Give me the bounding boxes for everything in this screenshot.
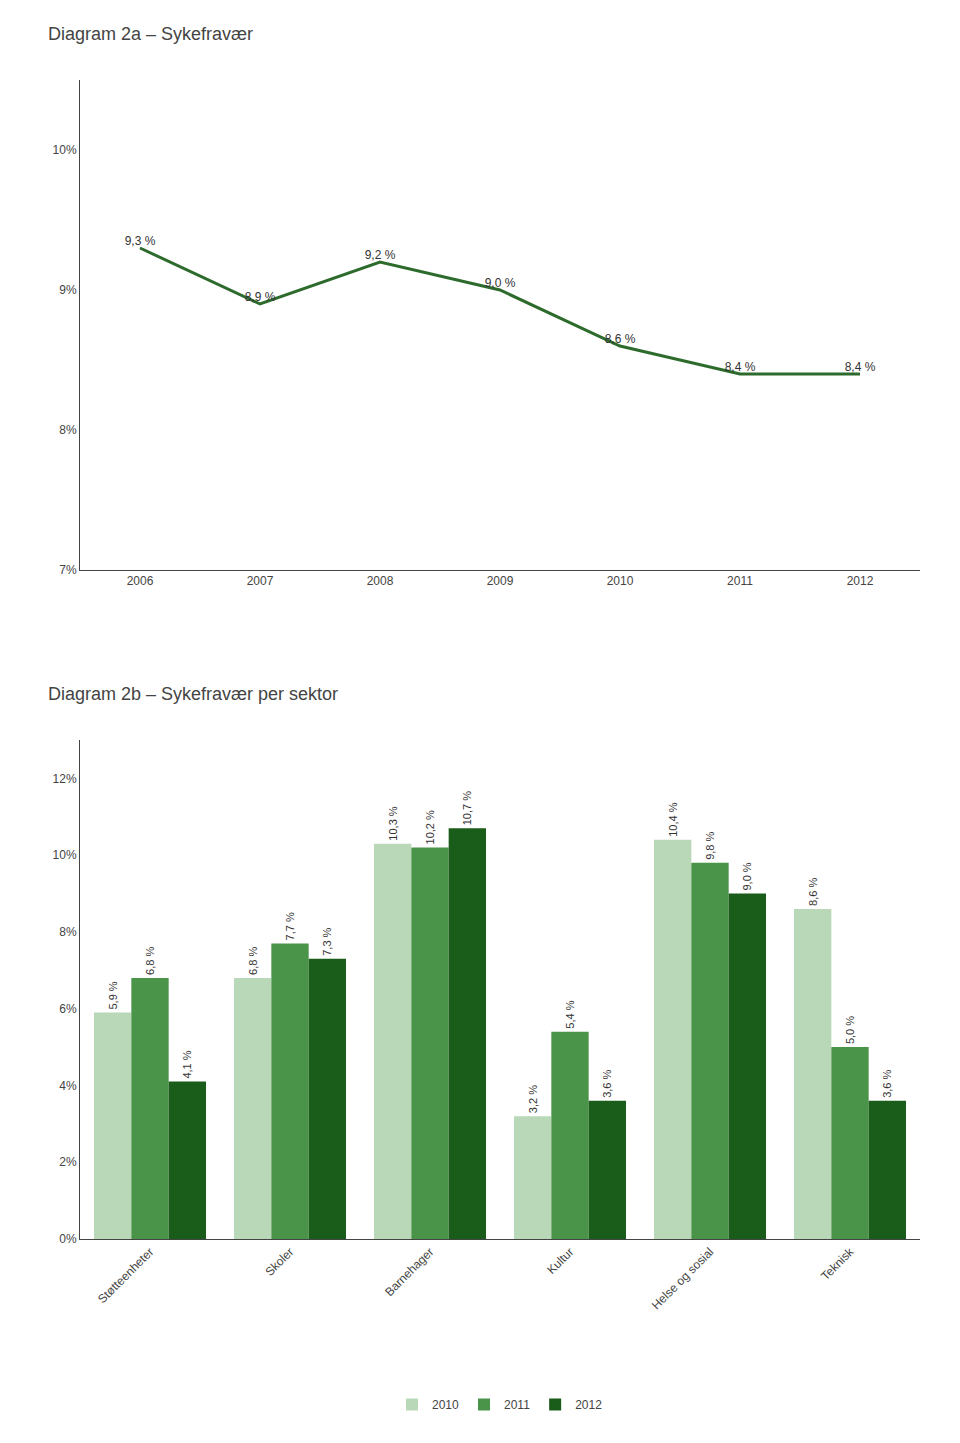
svg-text:7%: 7% bbox=[59, 563, 77, 577]
svg-text:Diagram 2b – Sykefravær per se: Diagram 2b – Sykefravær per sektor bbox=[48, 684, 338, 704]
svg-text:8%: 8% bbox=[59, 423, 77, 437]
svg-text:6,8 %: 6,8 % bbox=[144, 947, 156, 975]
svg-text:3,6 %: 3,6 % bbox=[601, 1069, 613, 1097]
svg-text:10,4 %: 10,4 % bbox=[667, 802, 679, 836]
svg-text:2010: 2010 bbox=[432, 1398, 459, 1412]
svg-text:2012: 2012 bbox=[847, 574, 874, 588]
svg-text:10%: 10% bbox=[53, 848, 77, 862]
svg-text:6,8 %: 6,8 % bbox=[247, 947, 259, 975]
svg-text:Helse og sosial: Helse og sosial bbox=[649, 1245, 716, 1312]
svg-text:0%: 0% bbox=[59, 1232, 77, 1246]
svg-text:5,9 %: 5,9 % bbox=[107, 981, 119, 1009]
svg-text:2006: 2006 bbox=[127, 574, 154, 588]
svg-text:2011: 2011 bbox=[504, 1398, 530, 1412]
svg-text:9%: 9% bbox=[59, 283, 77, 297]
svg-text:2009: 2009 bbox=[487, 574, 514, 588]
svg-text:5,4 %: 5,4 % bbox=[564, 1000, 576, 1028]
svg-text:Diagram 2a – Sykefravær: Diagram 2a – Sykefravær bbox=[48, 24, 253, 44]
svg-text:4,1 %: 4,1 % bbox=[181, 1050, 193, 1078]
svg-text:10,2 %: 10,2 % bbox=[424, 810, 436, 844]
svg-text:10,7 %: 10,7 % bbox=[461, 791, 473, 825]
svg-text:Barnehager: Barnehager bbox=[382, 1245, 436, 1299]
svg-text:8,6 %: 8,6 % bbox=[807, 878, 819, 906]
svg-text:5,0 %: 5,0 % bbox=[844, 1016, 856, 1044]
svg-text:3,6 %: 3,6 % bbox=[881, 1069, 893, 1097]
svg-text:2007: 2007 bbox=[247, 574, 274, 588]
svg-text:9,0 %: 9,0 % bbox=[741, 862, 753, 890]
svg-text:7,7 %: 7,7 % bbox=[284, 912, 296, 940]
svg-text:2012: 2012 bbox=[575, 1398, 602, 1412]
svg-text:9,8 %: 9,8 % bbox=[704, 831, 716, 859]
svg-text:8,9 %: 8,9 % bbox=[245, 290, 276, 304]
svg-text:10%: 10% bbox=[53, 143, 77, 157]
svg-text:9,0 %: 9,0 % bbox=[485, 276, 516, 290]
svg-text:8,4 %: 8,4 % bbox=[845, 360, 876, 374]
svg-text:Støtteenheter: Støtteenheter bbox=[95, 1245, 156, 1306]
svg-text:8,4 %: 8,4 % bbox=[725, 360, 756, 374]
svg-text:Teknisk: Teknisk bbox=[818, 1244, 857, 1283]
svg-text:Kultur: Kultur bbox=[544, 1245, 576, 1277]
svg-text:2%: 2% bbox=[59, 1155, 77, 1169]
svg-text:8%: 8% bbox=[59, 925, 77, 939]
svg-text:12%: 12% bbox=[53, 772, 77, 786]
svg-text:6%: 6% bbox=[59, 1002, 77, 1016]
svg-text:3,2 %: 3,2 % bbox=[527, 1085, 539, 1113]
svg-text:9,2 %: 9,2 % bbox=[365, 248, 396, 262]
svg-text:2011: 2011 bbox=[727, 574, 753, 588]
svg-text:Skoler: Skoler bbox=[262, 1245, 296, 1279]
svg-text:10,3 %: 10,3 % bbox=[387, 806, 399, 840]
svg-text:8,6 %: 8,6 % bbox=[605, 332, 636, 346]
svg-text:2010: 2010 bbox=[607, 574, 634, 588]
svg-text:2008: 2008 bbox=[367, 574, 394, 588]
svg-text:9,3 %: 9,3 % bbox=[125, 234, 156, 248]
svg-text:4%: 4% bbox=[59, 1079, 77, 1093]
svg-text:7,3 %: 7,3 % bbox=[321, 927, 333, 955]
